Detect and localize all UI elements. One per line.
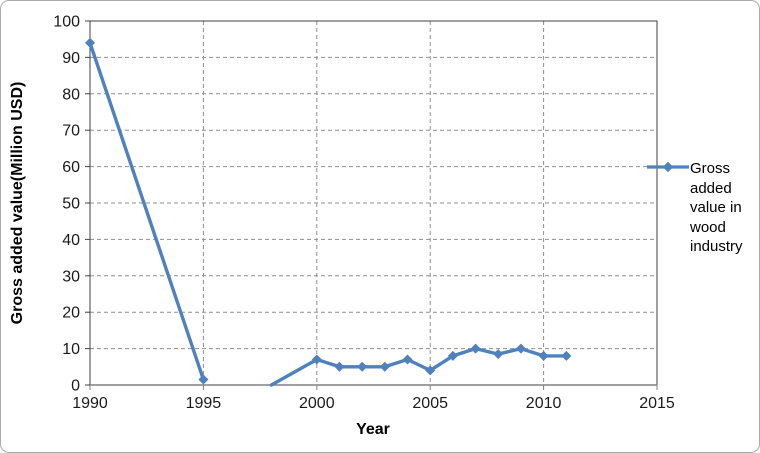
y-tick-label: 100 [53, 14, 80, 31]
x-tick-label: 2000 [299, 395, 335, 412]
x-tick-label: 2015 [639, 395, 675, 412]
legend-label-line: industry [690, 238, 743, 255]
data-point-marker [334, 361, 345, 372]
data-point-marker [470, 343, 481, 354]
legend-label-line: Gross [690, 160, 731, 177]
x-tick-label: 2010 [526, 395, 562, 412]
data-point-marker [357, 361, 368, 372]
y-tick-label: 0 [71, 378, 80, 395]
data-point-marker [85, 37, 95, 48]
y-tick-label: 40 [62, 232, 80, 249]
y-tick-label: 10 [62, 341, 80, 358]
data-point-marker [311, 354, 322, 365]
y-tick-label: 90 [62, 50, 80, 67]
legend: Gross added value in wood industry [690, 159, 758, 257]
data-point-marker [538, 350, 549, 361]
series-line [269, 346, 568, 387]
series-line [88, 41, 206, 382]
data-point-marker [198, 374, 209, 385]
data-point-marker [561, 350, 572, 361]
y-tick-label: 20 [62, 305, 80, 322]
y-tick-label: 50 [62, 196, 80, 213]
x-tick-label: 1995 [186, 395, 222, 412]
y-tick-label: 80 [62, 86, 80, 103]
x-tick-label: 2005 [412, 395, 448, 412]
data-point-marker [493, 349, 504, 360]
y-tick-label: 70 [62, 123, 80, 140]
y-tick-label: 60 [62, 159, 80, 176]
legend-label-line: value in [690, 199, 742, 216]
data-point-marker [402, 354, 413, 365]
legend-swatch-marker [662, 161, 674, 173]
x-tick-label: 1990 [72, 395, 108, 412]
x-axis-title: Year [356, 421, 390, 438]
data-point-marker [379, 361, 390, 372]
data-point-marker [515, 343, 526, 354]
data-point-marker [425, 365, 436, 376]
data-point-marker [447, 350, 458, 361]
legend-label-line: wood [690, 218, 726, 236]
y-axis-title: Gross added value(Million USD) [9, 81, 26, 325]
y-tick-label: 30 [62, 268, 80, 285]
legend-label-line: added [690, 179, 732, 197]
